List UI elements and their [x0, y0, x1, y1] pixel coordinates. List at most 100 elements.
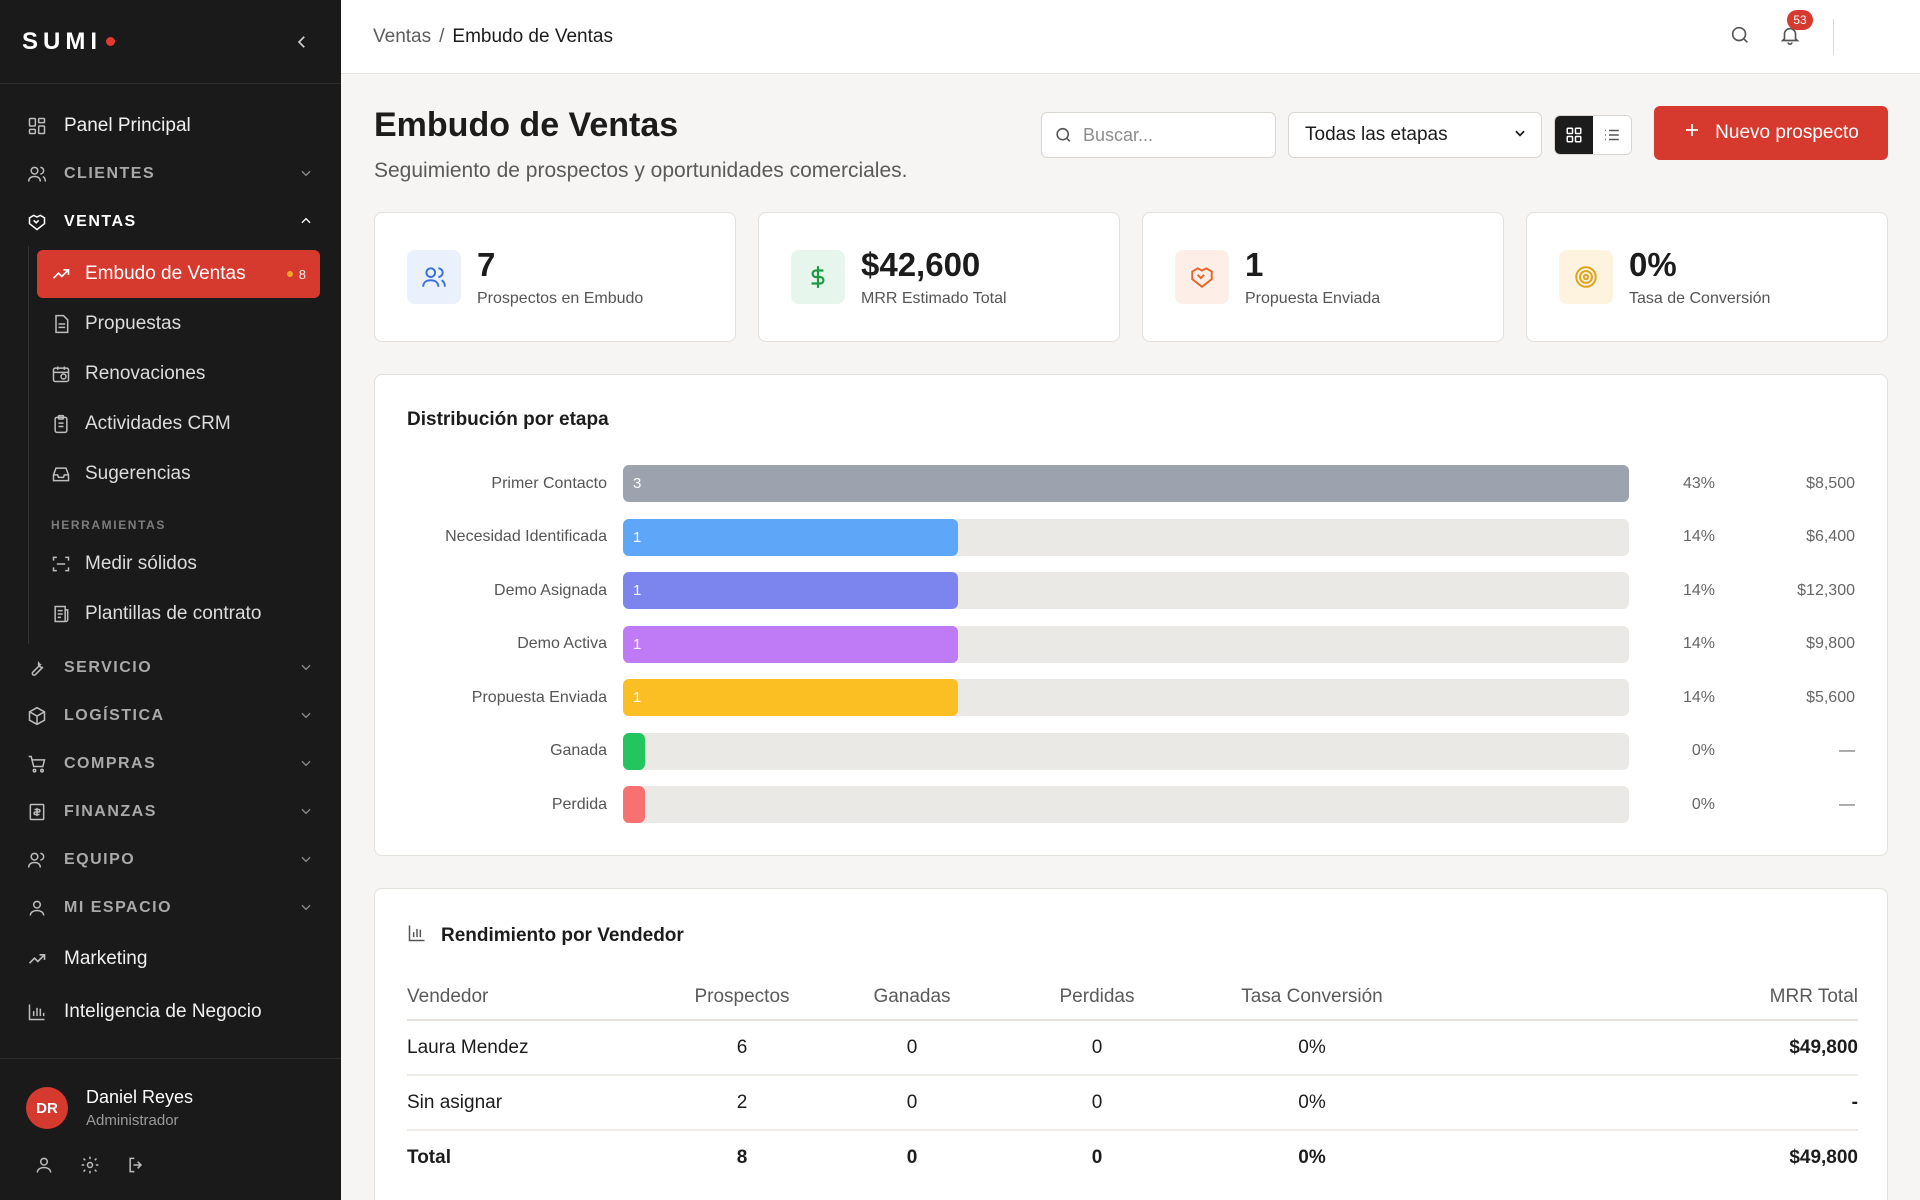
search-box[interactable] — [1041, 112, 1276, 158]
sidebar-item-inteligencia-de-negocio[interactable]: Inteligencia de Negocio — [0, 985, 341, 1038]
chevron-left-icon — [297, 35, 305, 48]
sidebar-item-label: Inteligencia de Negocio — [64, 1000, 262, 1022]
sidebar-item-panel-principal[interactable]: Panel Principal — [0, 102, 341, 150]
stage-mrr: $5,600 — [1806, 688, 1855, 706]
receipt-icon — [51, 604, 71, 624]
column-header[interactable]: Ganadas — [827, 974, 997, 1021]
sidebar-item-actividades-crm[interactable]: Actividades CRM — [37, 400, 320, 448]
sidebar-item-label: Plantillas de contrato — [85, 603, 262, 624]
profile-icon[interactable] — [34, 1155, 54, 1180]
cell-perdidas: 0 — [1091, 1147, 1103, 1168]
column-header[interactable]: Tasa Conversión — [1197, 974, 1427, 1021]
cell-tasa: 0% — [1298, 1147, 1326, 1168]
plus-icon — [1683, 121, 1701, 145]
table-header-row: Vendedor Prospectos Ganadas Perdidas Tas… — [407, 974, 1858, 1021]
stage-filter-value: Todas las etapas — [1305, 124, 1448, 145]
sidebar-section-mi-espacio[interactable]: MI ESPACIO — [0, 884, 341, 932]
cell-mrr: $49,800 — [1789, 1147, 1858, 1168]
stage-bar-fill: 1 — [623, 679, 958, 716]
wrench-icon — [26, 657, 48, 679]
cell-perdidas: 0 — [997, 1020, 1197, 1076]
search-icon[interactable] — [1729, 24, 1751, 51]
sidebar-section-equipo[interactable]: EQUIPO — [0, 836, 341, 884]
kpi-value: 0% — [1629, 246, 1677, 283]
cell-prospectos: 2 — [657, 1075, 827, 1131]
stage-percent: 14% — [1682, 528, 1715, 545]
team-icon — [26, 849, 48, 871]
dollar-icon — [791, 250, 845, 304]
chevron-down-icon — [299, 660, 313, 677]
sidebar-item-marketing[interactable]: Marketing — [0, 932, 341, 985]
logo-dot — [106, 37, 115, 46]
user-info[interactable]: DR Daniel Reyes Administrador — [26, 1087, 315, 1129]
table-row[interactable]: Laura Mendez 6 0 0 0% $49,800 — [407, 1020, 1858, 1076]
stage-bar-track: 1 — [623, 518, 1629, 556]
sidebar-item-embudo-de-ventas[interactable]: Embudo de Ventas 8 — [37, 250, 320, 298]
settings-gear-icon[interactable] — [80, 1155, 100, 1180]
sidebar-section-ventas[interactable]: VENTAS — [0, 198, 341, 246]
stage-bar-track: 1 — [623, 679, 1629, 716]
logo-text: SUMI — [22, 27, 102, 55]
list-icon — [1605, 129, 1619, 141]
kpi-value: 7 — [477, 246, 496, 283]
logout-icon[interactable] — [126, 1155, 146, 1180]
chevron-down-icon — [299, 756, 313, 773]
collapse-sidebar-button[interactable] — [293, 29, 311, 55]
sidebar-section-clientes[interactable]: CLIENTES — [0, 150, 341, 198]
bar-chart-icon — [26, 1001, 48, 1023]
topbar-actions: 53 — [1729, 0, 1834, 74]
inbox-icon — [51, 464, 71, 484]
stage-filter-select[interactable]: Todas las etapas — [1288, 112, 1542, 158]
sidebar-item-renovaciones[interactable]: Renovaciones — [37, 350, 320, 398]
stage-label: Primer Contacto — [491, 474, 607, 492]
stage-bar-fill — [623, 732, 645, 770]
sidebar-section-compras[interactable]: COMPRAS — [0, 740, 341, 788]
breadcrumb-item-ventas[interactable]: Ventas — [373, 25, 432, 47]
column-header[interactable]: Prospectos — [657, 974, 827, 1021]
sidebar-item-medir-solidos[interactable]: Medir sólidos — [37, 540, 320, 588]
chevron-down-icon — [299, 900, 313, 917]
cell-tasa: 0% — [1197, 1020, 1427, 1076]
sidebar-item-label: Propuestas — [85, 313, 182, 334]
sidebar-section-label: FINANZAS — [64, 803, 157, 820]
stage-bar-track: 1 — [623, 572, 1629, 609]
breadcrumb: Ventas / Embudo de Ventas — [373, 26, 613, 48]
notification-count-badge: 53 — [1787, 9, 1813, 30]
grid-view-button[interactable] — [1555, 116, 1593, 154]
users-icon — [407, 250, 461, 304]
table-row[interactable]: Sin asignar 2 0 0 0% - — [407, 1075, 1858, 1131]
page-controls: Todas las etapas Nuevo prospecto — [1041, 106, 1888, 192]
stage-bar-track — [623, 786, 1629, 823]
column-header[interactable]: Vendedor — [407, 974, 657, 1021]
kpi-card-prospectos: 7 Prospectos en Embudo — [374, 212, 736, 342]
column-header[interactable]: Perdidas — [997, 974, 1197, 1021]
stage-percent: 14% — [1682, 635, 1715, 652]
sidebar-item-plantillas-de-contrato[interactable]: Plantillas de contrato — [37, 590, 320, 638]
sidebar-section-label: EQUIPO — [64, 851, 136, 868]
box-icon — [26, 705, 48, 727]
cell-ganadas: 0 — [827, 1075, 997, 1131]
sidebar-section-logistica[interactable]: LOGÍSTICA — [0, 692, 341, 740]
notifications-button[interactable]: 53 — [1779, 9, 1813, 51]
cell-ganadas: 0 — [827, 1020, 997, 1076]
sidebar-item-sugerencias[interactable]: Sugerencias — [37, 450, 320, 498]
sidebar-item-label: Marketing — [64, 947, 148, 969]
breadcrumb-current: Embudo de Ventas — [452, 25, 613, 47]
logo[interactable]: SUMI — [22, 28, 115, 56]
bar-chart-icon — [407, 923, 427, 948]
stage-row: Demo Activa 1 14% $9,800 — [407, 625, 1855, 663]
list-view-button[interactable] — [1593, 116, 1631, 154]
kpi-card-propuesta: 1 Propuesta Enviada — [1142, 212, 1504, 342]
sidebar-item-propuestas[interactable]: Propuestas — [37, 300, 320, 348]
new-prospect-button[interactable]: Nuevo prospecto — [1654, 106, 1888, 160]
page-heading: Embudo de Ventas Seguimiento de prospect… — [374, 106, 907, 192]
cell-tasa: 0% — [1197, 1075, 1427, 1131]
column-header[interactable]: MRR Total — [1427, 974, 1858, 1021]
search-input[interactable] — [1083, 124, 1263, 146]
count-badge: 8 — [286, 267, 306, 282]
sidebar-section-finanzas[interactable]: FINANZAS — [0, 788, 341, 836]
sidebar-section-label: CLIENTES — [64, 165, 156, 182]
sidebar-section-servicio[interactable]: SERVICIO — [0, 644, 341, 692]
stage-label: Ganada — [550, 742, 607, 759]
user-name: Daniel Reyes — [86, 1087, 194, 1107]
